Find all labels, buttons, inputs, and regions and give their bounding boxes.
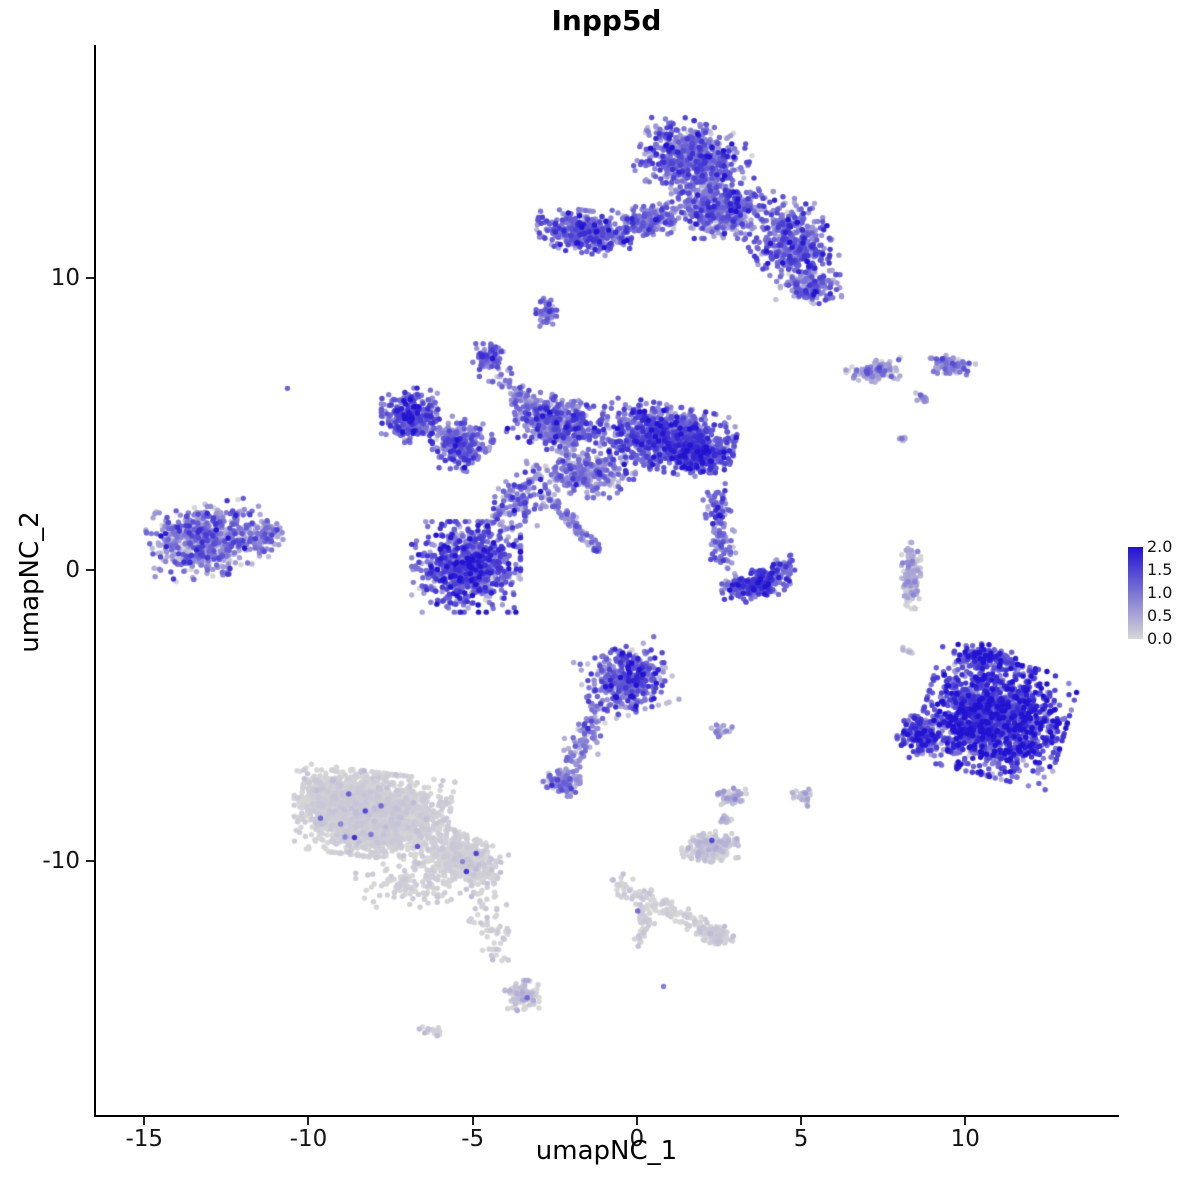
x-tick-mark	[635, 1117, 638, 1125]
x-tick-mark	[307, 1117, 310, 1125]
x-tick-label: 5	[793, 1126, 809, 1152]
y-axis-title: umapNC_2	[15, 511, 45, 653]
y-axis-line	[94, 45, 96, 1117]
colorbar-gradient-bar	[1128, 547, 1143, 639]
y-tick-label: 0	[65, 556, 80, 583]
colorbar-tick-label: 0.5	[1147, 606, 1173, 625]
plot-title: Inpp5d	[551, 4, 662, 37]
x-tick-label: 0	[629, 1126, 645, 1152]
y-tick-mark	[86, 568, 94, 571]
x-tick-mark	[143, 1117, 146, 1125]
x-tick-mark	[471, 1117, 474, 1125]
x-tick-label: -5	[461, 1126, 485, 1152]
x-tick-mark	[964, 1117, 967, 1125]
y-tick-label: -10	[42, 848, 80, 875]
y-tick-mark	[86, 860, 94, 863]
colorbar-tick-label: 1.5	[1147, 560, 1173, 579]
colorbar-tick-label: 2.0	[1147, 537, 1173, 556]
y-tick-label: 10	[50, 265, 80, 292]
x-tick-label: -10	[289, 1126, 328, 1152]
colorbar-legend: 2.0 1.5 1.0 0.5 0.0	[1126, 538, 1200, 648]
x-axis-line	[94, 1115, 1119, 1117]
x-tick-label: 10	[950, 1126, 980, 1152]
x-tick-label: -15	[125, 1126, 164, 1152]
colorbar-tick-label: 0.0	[1147, 629, 1173, 648]
colorbar-tick-label: 1.0	[1147, 583, 1173, 602]
x-axis-title: umapNC_1	[535, 1136, 678, 1166]
x-tick-mark	[800, 1117, 803, 1125]
y-tick-mark	[86, 277, 94, 280]
